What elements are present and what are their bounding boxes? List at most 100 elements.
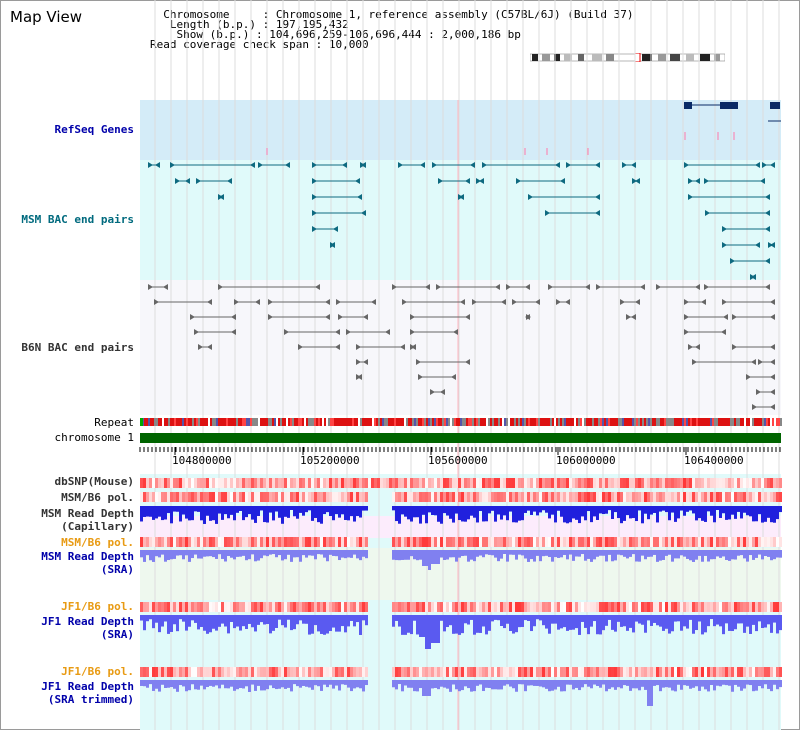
depth-bar bbox=[344, 550, 347, 559]
depth-bar bbox=[359, 506, 362, 518]
repeat-segment bbox=[186, 418, 188, 426]
heat-cell bbox=[185, 537, 188, 547]
repeat-segment bbox=[188, 418, 190, 426]
repeat-segment bbox=[754, 418, 756, 426]
track-label-msm-depth-sra[interactable]: MSM Read Depth (SRA) bbox=[41, 550, 134, 576]
depth-bar bbox=[269, 680, 272, 686]
heat-cell bbox=[554, 537, 557, 547]
depth-bar bbox=[320, 615, 323, 634]
heat-cell bbox=[152, 492, 155, 502]
bac-end-marker bbox=[416, 359, 421, 365]
depth-bar bbox=[677, 615, 680, 622]
heat-cell bbox=[311, 667, 314, 677]
track-label-msm-depth-cap[interactable]: MSM Read Depth (Capillary) bbox=[41, 507, 134, 533]
depth-bar bbox=[776, 506, 779, 520]
depth-bar bbox=[488, 680, 491, 688]
depth-bar bbox=[719, 615, 722, 627]
depth-bar bbox=[536, 680, 539, 686]
track-label-jf1-b6-pol-2[interactable]: JF1/B6 pol. bbox=[61, 665, 134, 678]
depth-bar bbox=[299, 615, 302, 621]
depth-bar bbox=[404, 550, 407, 560]
track-label-dbsnp[interactable]: dbSNP(Mouse) bbox=[54, 475, 134, 488]
heat-cell bbox=[182, 667, 185, 677]
heat-cell bbox=[155, 667, 158, 677]
depth-bar bbox=[653, 680, 656, 686]
bac-end-marker bbox=[556, 299, 561, 305]
heat-cell bbox=[626, 478, 629, 488]
heat-cell bbox=[539, 537, 542, 547]
depth-bar bbox=[761, 506, 764, 523]
heat-cell bbox=[308, 667, 311, 677]
heat-cell bbox=[764, 492, 767, 502]
heat-cell bbox=[335, 492, 338, 502]
depth-bar bbox=[230, 506, 233, 515]
depth-bar bbox=[293, 680, 296, 685]
track-label-msm-b6-pol-2[interactable]: MSM/B6 pol. bbox=[61, 536, 134, 549]
heat-cell bbox=[140, 478, 143, 488]
heat-cell bbox=[764, 667, 767, 677]
depth-bar bbox=[521, 550, 524, 556]
heat-cell bbox=[242, 667, 245, 677]
track-label-jf1-depth-sra[interactable]: JF1 Read Depth (SRA) bbox=[41, 615, 134, 641]
depth-bar bbox=[449, 550, 452, 558]
heat-cell bbox=[701, 537, 704, 547]
heat-cell bbox=[536, 602, 539, 612]
heat-cell bbox=[428, 602, 431, 612]
repeat-segment bbox=[222, 418, 224, 426]
heat-cell bbox=[320, 492, 323, 502]
heat-cell bbox=[461, 537, 464, 547]
depth-bar bbox=[398, 550, 401, 561]
bac-end-marker bbox=[346, 329, 351, 335]
depth-bar bbox=[293, 506, 296, 517]
repeat-segment bbox=[586, 418, 588, 426]
repeat-segment bbox=[302, 418, 304, 426]
heat-cell bbox=[296, 492, 299, 502]
bac-end-marker bbox=[770, 404, 775, 410]
track-label-msm-b6-pol-1[interactable]: MSM/B6 pol. bbox=[61, 491, 134, 504]
track-label-b6n-bac[interactable]: B6N BAC end pairs bbox=[21, 341, 134, 354]
repeat-segment bbox=[680, 418, 682, 426]
depth-bar bbox=[335, 680, 338, 686]
track-label-refseq[interactable]: RefSeq Genes bbox=[54, 123, 134, 136]
heat-cell bbox=[326, 537, 329, 547]
depth-bar bbox=[650, 506, 653, 515]
heat-cell bbox=[710, 602, 713, 612]
heat-cell bbox=[716, 602, 719, 612]
heat-cell bbox=[182, 492, 185, 502]
heat-cell bbox=[659, 478, 662, 488]
depth-bar bbox=[518, 550, 521, 555]
depth-bar bbox=[461, 506, 464, 522]
heat-cell bbox=[422, 492, 425, 502]
depth-bar bbox=[266, 506, 269, 523]
heat-cell bbox=[593, 478, 596, 488]
depth-bar bbox=[296, 550, 299, 558]
heat-cell bbox=[719, 602, 722, 612]
repeat-segment bbox=[208, 418, 210, 426]
track-label-msm-bac[interactable]: MSM BAC end pairs bbox=[21, 213, 134, 226]
heat-cell bbox=[506, 492, 509, 502]
chromosome-ideogram[interactable] bbox=[530, 53, 725, 62]
heat-cell bbox=[569, 667, 572, 677]
depth-bar bbox=[188, 550, 191, 562]
depth-bar bbox=[554, 506, 557, 523]
depth-bar bbox=[221, 550, 224, 559]
track-label-jf1-b6-pol-1[interactable]: JF1/B6 pol. bbox=[61, 600, 134, 613]
depth-bar bbox=[749, 680, 752, 686]
depth-bar bbox=[737, 506, 740, 512]
heat-cell bbox=[554, 492, 557, 502]
heat-cell bbox=[770, 602, 773, 612]
heat-cell bbox=[221, 537, 224, 547]
depth-bar bbox=[230, 680, 233, 687]
depth-bar bbox=[755, 550, 758, 558]
repeat-segment bbox=[554, 418, 556, 426]
track-label-jf1-depth-trim[interactable]: JF1 Read Depth (SRA trimmed) bbox=[41, 680, 134, 706]
depth-bar bbox=[281, 680, 284, 688]
depth-bar bbox=[356, 680, 359, 688]
bac-end-marker bbox=[525, 284, 530, 290]
heat-cell bbox=[476, 478, 479, 488]
repeat-segment bbox=[780, 418, 782, 426]
depth-bar bbox=[317, 550, 320, 555]
bac-end-marker bbox=[410, 329, 415, 335]
length-row: Length (b.p.) : 197,195,432 bbox=[169, 18, 349, 31]
